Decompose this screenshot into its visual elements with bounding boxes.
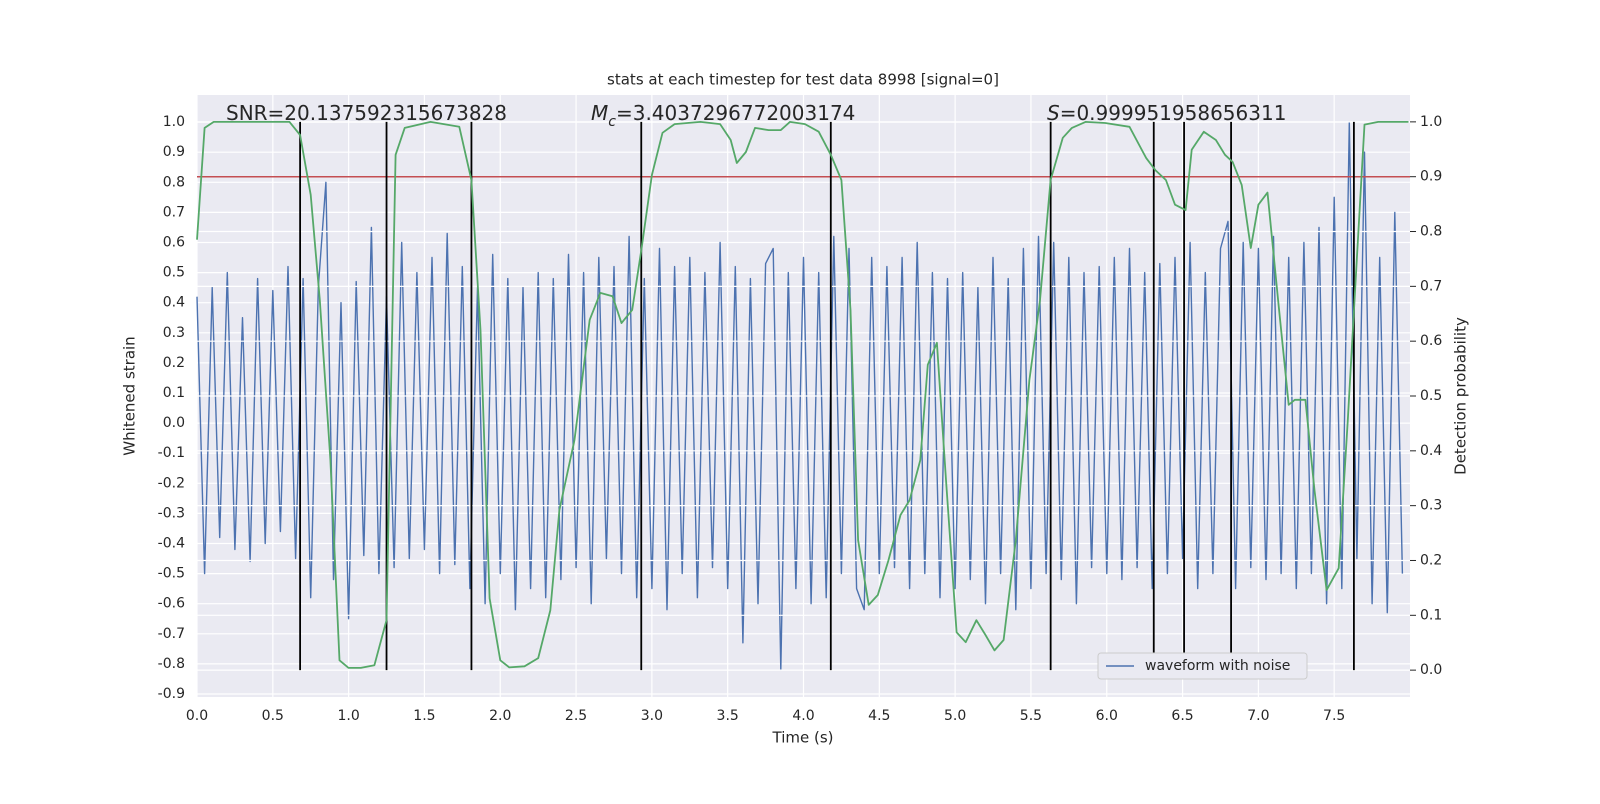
legend-label: waveform with noise: [1145, 658, 1290, 674]
y2-tick-label: 0.8: [1420, 224, 1442, 240]
x-tick-label: 6.5: [1171, 708, 1193, 724]
legend-box: [1097, 652, 1308, 680]
y-axis-label: Whitened strain: [121, 336, 139, 455]
y2-tick-label: 0.7: [1420, 278, 1442, 294]
x-tick-label: 4.0: [792, 708, 814, 724]
y2-tick-label: 0.9: [1420, 169, 1442, 185]
y2-tick-label: 0.6: [1420, 333, 1442, 349]
y-tick-label: 0.0: [163, 415, 185, 431]
x-tick-label: 2.0: [489, 708, 511, 724]
x-axis-label: Time (s): [772, 729, 834, 747]
y-tick-label: 0.1: [163, 385, 185, 401]
y2-tick-label: 0.2: [1420, 552, 1442, 568]
x-tick-label: 5.5: [1020, 708, 1042, 724]
waveform-line: [196, 121, 1404, 671]
x-tick-label: 0.5: [262, 708, 284, 724]
y-tick-label: -0.4: [158, 535, 185, 551]
y-tick-label: -0.8: [158, 656, 185, 672]
x-tick-label: 1.0: [337, 708, 359, 724]
y-tick-label: 0.5: [163, 265, 185, 281]
annotation: S=0.999951958656311: [1047, 101, 1286, 125]
x-tick-label: 4.5: [868, 708, 890, 724]
y-tick-label: 0.6: [163, 234, 185, 250]
annotation: SNR=20.137592315673828: [226, 101, 507, 125]
x-tick-label: 3.0: [641, 708, 663, 724]
x-tick-label: 3.5: [717, 708, 739, 724]
y-tick-label: 0.2: [163, 355, 185, 371]
y-tick-label: 0.7: [163, 204, 185, 220]
y2-axis-label: Detection probability: [1452, 317, 1470, 475]
y-tick-label: -0.1: [158, 445, 185, 461]
annotation-text: =3.4037296772003174: [616, 101, 855, 125]
y-tick-label: 0.8: [163, 174, 185, 190]
annotation-subscript: c: [608, 114, 616, 130]
annotation-symbol: S: [1047, 101, 1060, 125]
x-tick-label: 7.0: [1247, 708, 1269, 724]
x-tick-label: 0.0: [186, 708, 208, 724]
x-tick-label: 5.0: [944, 708, 966, 724]
annotation-text: =0.999951958656311: [1060, 101, 1287, 125]
y2-tick-label: 1.0: [1420, 114, 1442, 130]
y2-tick-label: 0.1: [1420, 607, 1442, 623]
probability-line: [196, 121, 1409, 669]
y-tick-label: 1.0: [163, 114, 185, 130]
y-tick-label: -0.6: [158, 596, 185, 612]
x-tick-label: 1.5: [413, 708, 435, 724]
y-tick-label: -0.7: [158, 626, 185, 642]
y2-tick-label: 0.4: [1420, 443, 1442, 459]
y-tick-label: 0.4: [163, 295, 185, 311]
y-tick-label: 0.3: [163, 325, 185, 341]
y-tick-label: -0.3: [158, 505, 185, 521]
y-tick-label: -0.2: [158, 475, 185, 491]
y2-tick-label: 0.5: [1420, 388, 1442, 404]
y-tick-label: -0.5: [158, 566, 185, 582]
annotation: Mc=3.4037296772003174: [591, 101, 855, 131]
y2-tick-label: 0.3: [1420, 498, 1442, 514]
y-tick-label: 0.9: [163, 144, 185, 160]
x-tick-label: 2.5: [565, 708, 587, 724]
chart-title: stats at each timestep for test data 899…: [607, 71, 999, 89]
x-tick-label: 7.5: [1323, 708, 1345, 724]
y-tick-label: -0.9: [158, 686, 185, 702]
annotation-text: SNR=20.137592315673828: [226, 101, 507, 125]
y2-tick-label: 0.0: [1420, 662, 1442, 678]
x-tick-label: 6.0: [1096, 708, 1118, 724]
annotation-symbol: M: [591, 101, 608, 125]
